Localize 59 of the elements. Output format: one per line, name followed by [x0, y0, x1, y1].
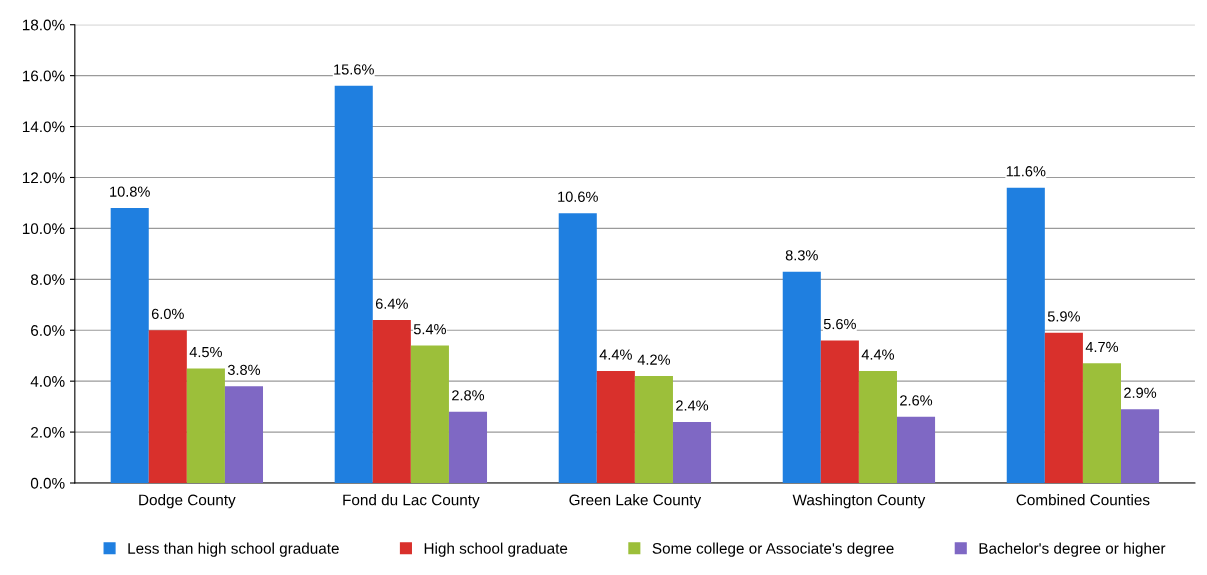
data-label: 4.7% [1085, 341, 1119, 353]
data-label: 10.8% [110, 186, 150, 197]
x-tick-label: Washington County [792, 494, 926, 509]
bar [334, 85, 373, 483]
data-label: 4.2% [637, 354, 671, 365]
data-label: 2.8% [452, 390, 485, 401]
y-tick-label: 18.0% [22, 19, 65, 31]
bar [372, 320, 411, 483]
data-label: 8.3% [785, 250, 818, 261]
bar [634, 376, 673, 483]
data-label: 5.9% [1047, 311, 1080, 322]
bar [558, 213, 597, 483]
bar [448, 411, 488, 483]
y-tick-label: 16.0% [22, 70, 65, 82]
data-label: 4.4% [861, 349, 895, 360]
bar [410, 345, 449, 483]
data-label: 6.0% [151, 308, 184, 320]
bar [596, 370, 635, 483]
data-label: 5.6% [823, 318, 856, 330]
bar [148, 330, 187, 483]
y-tick-label: 2.0% [31, 426, 65, 438]
x-tick-label: Dodge County [139, 494, 236, 509]
bar [110, 208, 149, 483]
data-label: 2.9% [1124, 387, 1157, 398]
legend-label: Some college or Associate's degree [652, 542, 894, 557]
bar [1006, 187, 1045, 483]
legend-label: Bachelor's degree or higher [979, 542, 1166, 557]
bar [896, 416, 936, 483]
y-tick-label: 6.0% [31, 325, 65, 336]
y-tick-label: 12.0% [22, 172, 65, 184]
bar [224, 386, 264, 483]
data-label: 10.6% [558, 191, 598, 202]
bar [820, 340, 859, 483]
data-label: 3.8% [227, 364, 261, 376]
x-tick-label: Fond du Lac County [343, 494, 480, 509]
y-tick-label: 10.0% [22, 223, 65, 235]
data-label: 6.4% [375, 298, 408, 309]
data-label: 4.4% [599, 349, 632, 360]
data-label: 2.6% [900, 395, 933, 406]
bar [1082, 363, 1121, 483]
data-label: 11.6% [1006, 166, 1046, 177]
bar [858, 370, 897, 483]
y-tick-label: 14.0% [22, 121, 65, 133]
legend-label: Less than high school graduate [128, 542, 339, 557]
bar [782, 271, 821, 483]
data-label: 15.6% [334, 64, 374, 75]
data-label: 4.5% [189, 346, 222, 358]
bar [672, 421, 712, 483]
data-label: 5.4% [413, 324, 447, 335]
legend-label: High school graduate [424, 542, 568, 557]
bar [186, 368, 225, 483]
y-tick-label: 8.0% [30, 274, 65, 286]
bar [1044, 332, 1083, 483]
x-tick-label: Combined Counties [1016, 494, 1150, 506]
bar [1121, 409, 1160, 483]
y-tick-label: 0.0% [30, 477, 65, 489]
y-tick-label: 4.0% [30, 376, 65, 387]
x-tick-label: Green Lake County [569, 494, 702, 509]
data-label: 2.4% [676, 400, 709, 411]
